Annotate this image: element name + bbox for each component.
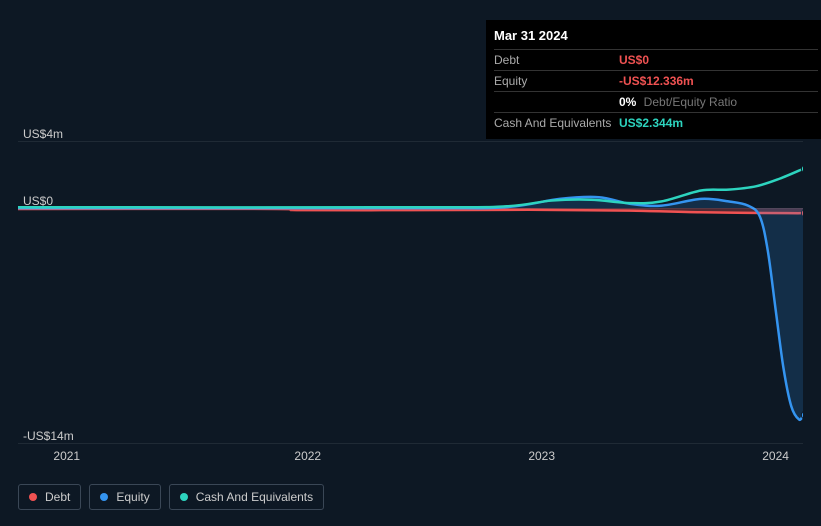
legend-dot-icon [100,493,108,501]
x-axis-label: 2022 [294,449,321,463]
tooltip-row-debt: DebtUS$0 [494,50,818,71]
plot-area[interactable] [18,141,803,443]
series-end-marker-cash [801,165,803,173]
tooltip-table: DebtUS$0Equity-US$12.336m0% Debt/Equity … [494,49,818,133]
chart-legend: Debt Equity Cash And Equivalents [18,484,324,510]
tooltip-date: Mar 31 2024 [494,26,818,49]
tooltip-value: -US$12.336m [619,71,818,92]
tooltip-label: Debt [494,50,619,71]
gridline [18,443,803,444]
series-line-equity [18,197,803,420]
tooltip-value: US$2.344m [619,113,818,134]
tooltip-row-cash: Cash And EquivalentsUS$2.344m [494,113,818,134]
x-axis-label: 2024 [762,449,789,463]
gridline [18,208,803,209]
legend-item-cash[interactable]: Cash And Equivalents [169,484,324,510]
legend-item-equity[interactable]: Equity [89,484,160,510]
chart-tooltip: Mar 31 2024 DebtUS$0Equity-US$12.336m0% … [486,20,821,139]
legend-label: Debt [45,490,70,504]
legend-item-debt[interactable]: Debt [18,484,81,510]
x-axis-label: 2021 [53,449,80,463]
gridline [18,141,803,142]
chart-svg [18,141,803,443]
series-fill-equity [18,197,803,420]
tooltip-row-ratio: 0% Debt/Equity Ratio [494,92,818,113]
tooltip-row-equity: Equity-US$12.336m [494,71,818,92]
legend-dot-icon [29,493,37,501]
tooltip-label: Equity [494,71,619,92]
tooltip-value: 0% Debt/Equity Ratio [619,92,818,113]
financials-chart: Mar 31 2024 DebtUS$0Equity-US$12.336m0% … [18,0,803,526]
legend-dot-icon [180,493,188,501]
y-axis-label: US$4m [23,127,63,141]
tooltip-label [494,92,619,113]
legend-label: Equity [116,490,149,504]
x-axis-label: 2023 [528,449,555,463]
tooltip-label: Cash And Equivalents [494,113,619,134]
legend-label: Cash And Equivalents [196,490,313,504]
tooltip-value: US$0 [619,50,818,71]
